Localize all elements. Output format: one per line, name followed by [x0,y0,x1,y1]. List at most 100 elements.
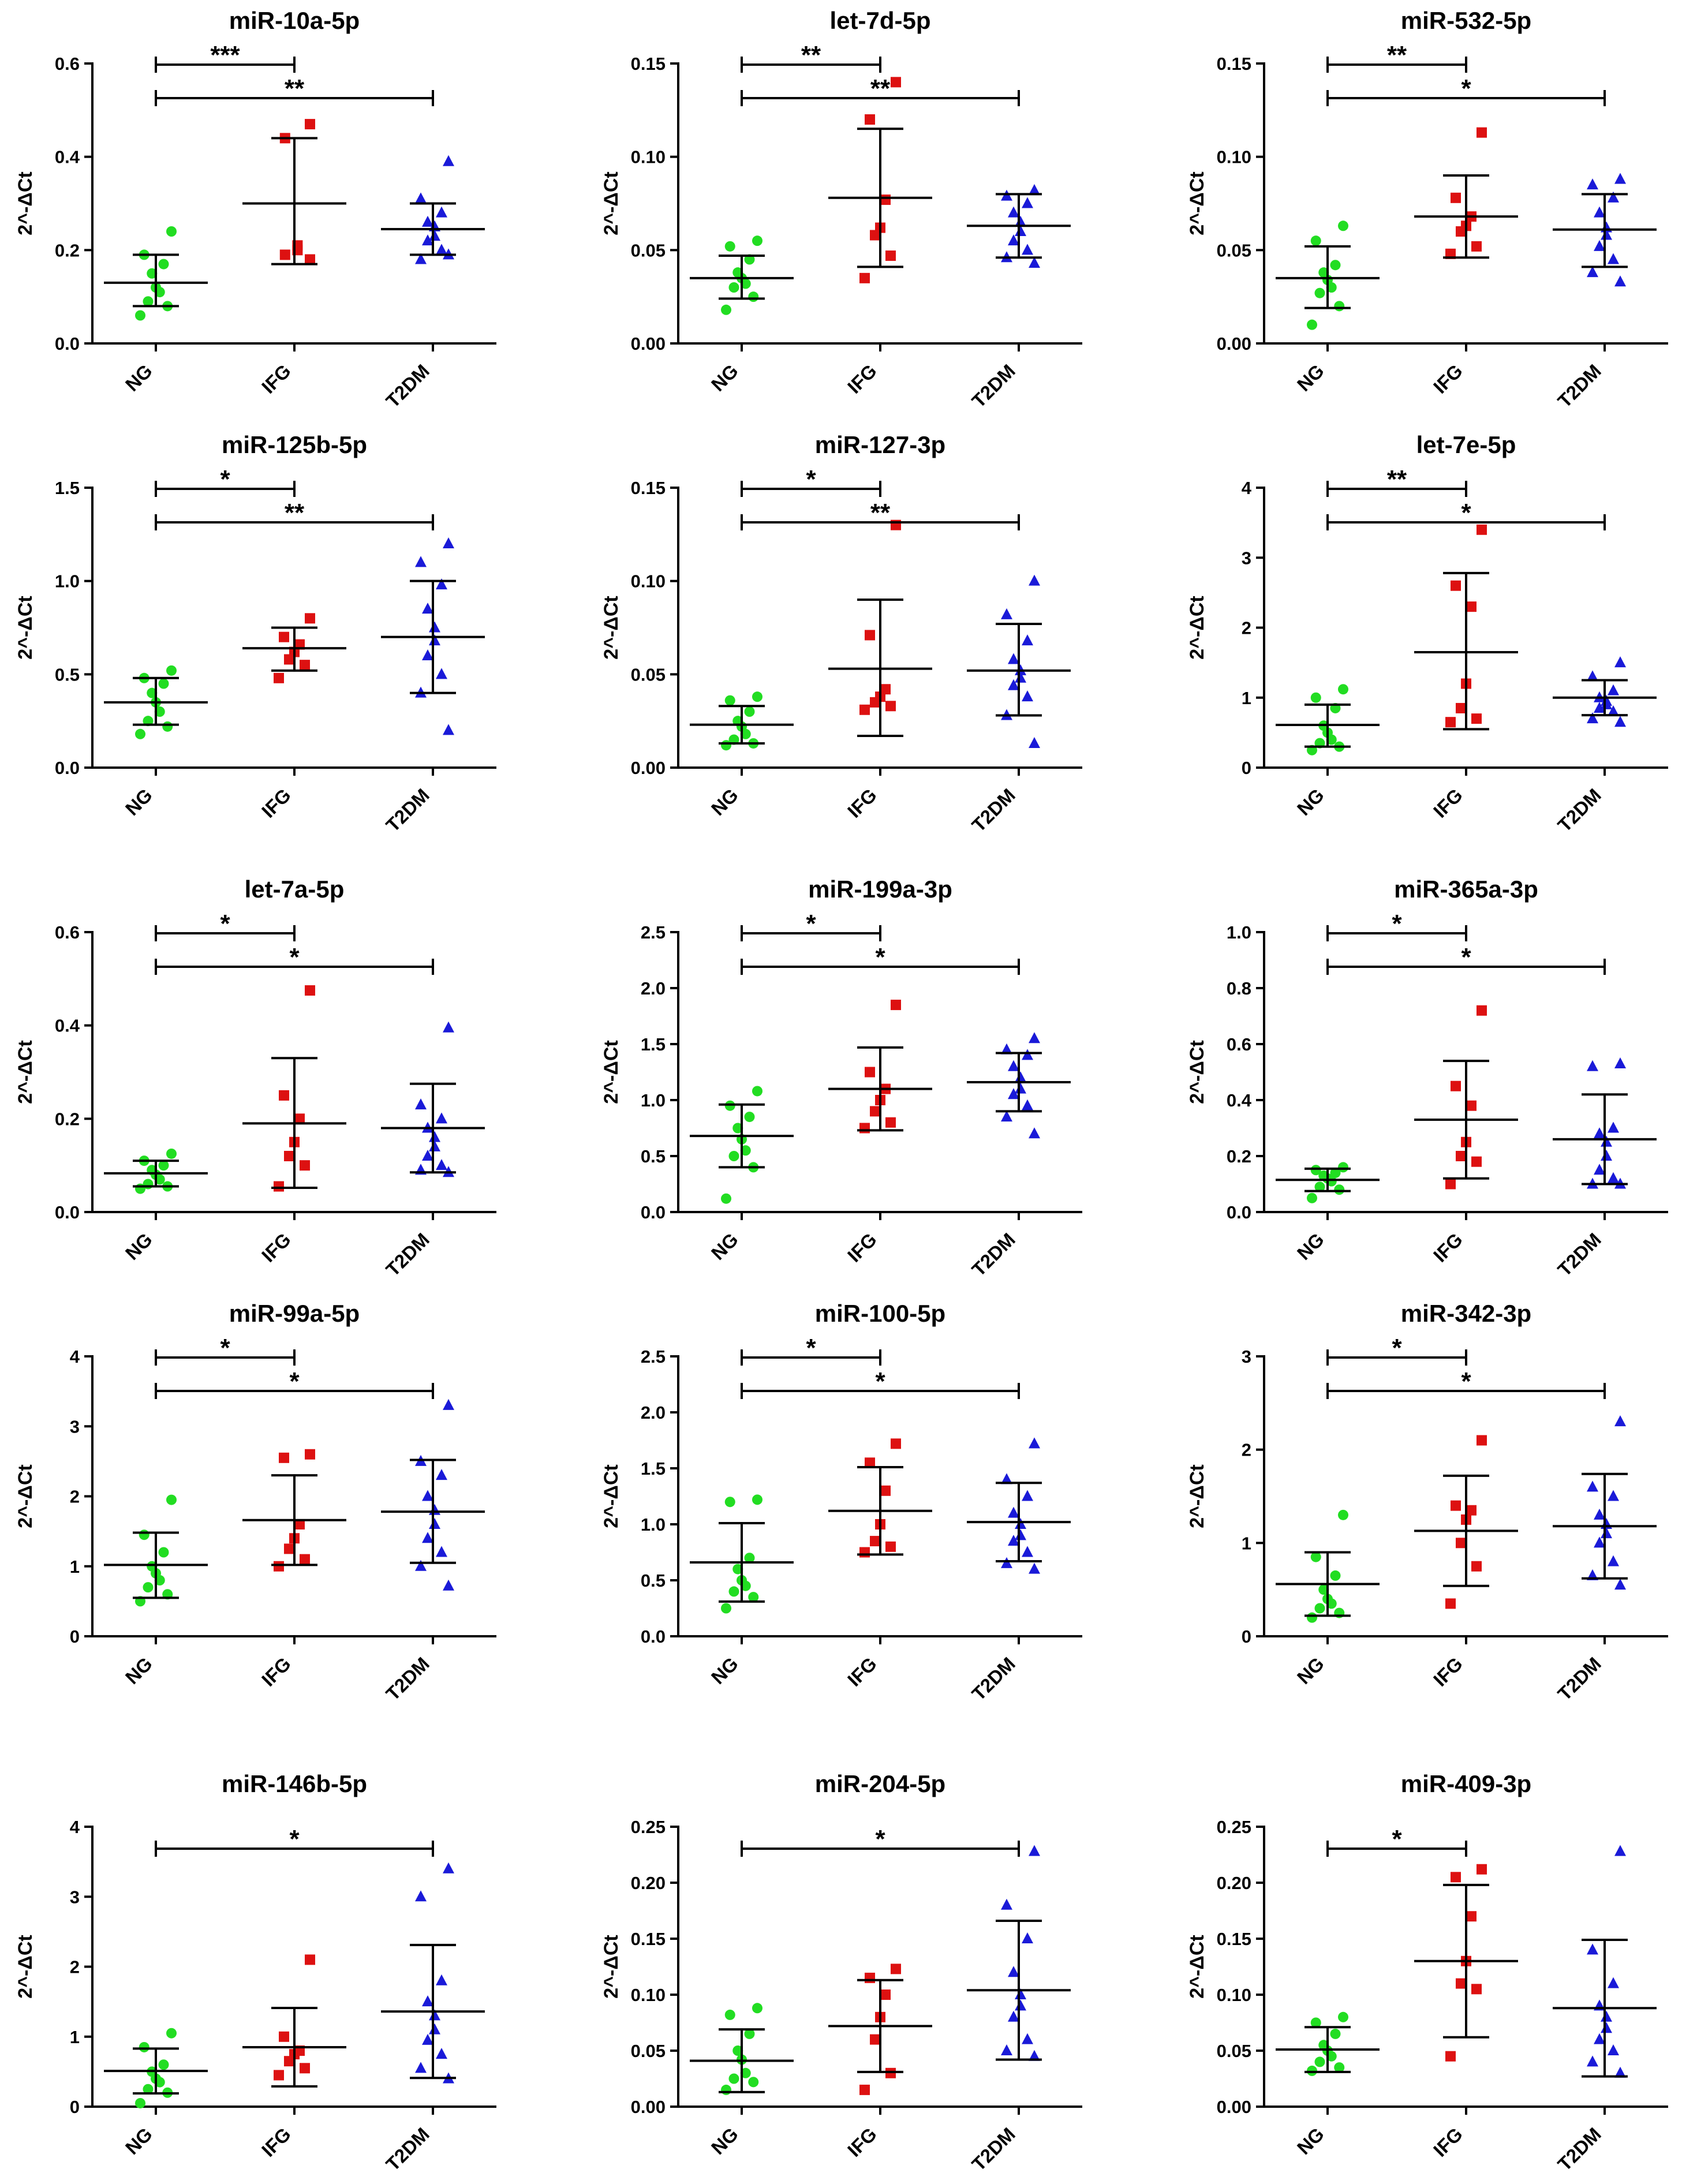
data-point-ng [1314,2056,1325,2067]
data-point-ng [158,678,169,689]
data-point-t2dm [1008,1506,1019,1518]
data-point-t2dm [422,2033,433,2045]
data-point-t2dm [1608,1977,1619,1988]
y-axis-label: 2^-ΔCt [600,596,622,659]
x-category-label: IFG [843,1653,881,1691]
chart-title: let-7e-5p [1416,431,1516,458]
x-category-label: NG [1293,1653,1328,1688]
y-axis-label: 2^-ΔCt [14,1935,36,1998]
data-point-t2dm [1022,1099,1033,1110]
x-category-label: NG [121,784,156,820]
y-tick-label: 0.00 [631,2097,666,2117]
x-category-label: T2DM [967,360,1019,412]
data-point-t2dm [1008,1088,1019,1100]
data-point-ng [724,2009,735,2020]
data-point-t2dm [1001,1557,1012,1568]
y-tick-label: 0.6 [55,922,80,943]
significance-label: * [220,910,230,938]
x-category-label: IFG [257,784,295,822]
data-point-t2dm [1594,240,1605,251]
data-point-ifg [891,77,901,88]
data-point-ifg [279,631,289,642]
data-point-t2dm [1594,1164,1605,1175]
data-point-ifg [880,1989,891,2000]
data-point-ifg [1445,1179,1456,1190]
data-point-ifg [885,250,896,261]
significance-label: ** [1387,465,1407,493]
x-category-label: IFG [843,1229,881,1266]
y-tick-label: 0 [70,1626,80,1647]
y-tick-label: 0.4 [1227,1090,1252,1110]
data-point-ifg [885,701,896,712]
data-point-ifg [880,195,891,205]
data-point-t2dm [443,1579,454,1591]
data-point-ifg [284,1543,294,1554]
chart-panel: miR-342-3p 2^-ΔCt 0 1 2 3 NG IFG T2DM * * [1186,1300,1668,1704]
y-tick-label: 0.10 [1217,147,1251,167]
data-point-ifg [305,1954,315,1965]
y-tick-label: 0 [1242,1626,1251,1647]
chart-title: miR-125b-5p [222,431,367,458]
data-point-ng [721,304,731,315]
data-point-ng [724,695,735,706]
data-point-ng [147,268,158,279]
x-category-label: NG [707,1653,742,1688]
y-tick-label: 2.0 [641,1403,666,1423]
y-tick-label: 0.25 [631,1817,666,1837]
data-point-t2dm [415,1890,427,1902]
y-tick-label: 0.0 [55,1202,80,1222]
data-point-ifg [1471,1561,1482,1572]
significance-label: * [1392,910,1402,938]
x-category-label: NG [121,360,156,395]
data-point-ifg [300,2063,310,2074]
data-point-t2dm [1594,2033,1605,2044]
y-tick-label: 0.10 [1217,1985,1251,2005]
data-point-ng [748,1592,759,1603]
y-tick-label: 0.15 [1217,54,1251,74]
data-point-t2dm [1587,1480,1598,1492]
data-point-ifg [274,1561,284,1572]
data-point-ifg [1456,226,1466,237]
data-point-ng [154,1575,165,1585]
chart-panel: let-7d-5p 2^-ΔCt 0.00 0.05 0.10 0.15 NG IFG T2DM… [600,7,1082,412]
y-tick-label: 0.5 [641,1146,666,1166]
data-point-ifg [284,1151,294,1161]
data-point-ifg [1451,580,1461,591]
data-point-ng [728,1151,739,1161]
x-category-label: T2DM [967,1653,1019,1705]
y-axis-label: 2^-ΔCt [14,596,36,659]
data-point-ifg [1466,1911,1477,1922]
y-tick-label: 1 [70,1557,80,1577]
data-point-t2dm [422,1490,433,1501]
y-tick-label: 0 [70,2097,80,2117]
chart-title: miR-409-3p [1401,1770,1531,1797]
chart-panel: let-7a-5p 2^-ΔCt 0.0 0.2 0.4 0.6 NG IFG T2DM * * [14,876,496,1280]
data-point-t2dm [429,1140,440,1151]
data-point-ng [728,1586,739,1597]
data-point-ng [1307,319,1317,330]
data-point-ng [135,2097,145,2108]
y-axis-label: 2^-ΔCt [14,171,36,235]
data-point-ifg [1451,1500,1461,1511]
data-point-t2dm [1608,191,1619,203]
data-point-t2dm [415,192,427,204]
data-point-ifg [1471,241,1482,252]
data-point-ifg [859,2084,870,2095]
data-point-t2dm [415,253,427,264]
data-point-ifg [279,1452,289,1463]
y-tick-label: 0.15 [631,1929,666,1949]
data-point-t2dm [415,1560,427,1571]
data-point-ifg [305,1449,315,1460]
data-point-t2dm [1008,1535,1019,1546]
data-point-t2dm [1029,1032,1040,1044]
data-point-ng [752,235,762,246]
chart-title: let-7a-5p [245,876,345,903]
data-point-ifg [880,1485,891,1496]
x-category-label: T2DM [1553,2123,1605,2175]
y-tick-label: 0.0 [55,334,80,354]
data-point-ng [154,706,165,717]
y-axis-label: 2^-ΔCt [14,1040,36,1104]
data-point-t2dm [1587,266,1598,278]
data-point-t2dm [429,230,440,241]
